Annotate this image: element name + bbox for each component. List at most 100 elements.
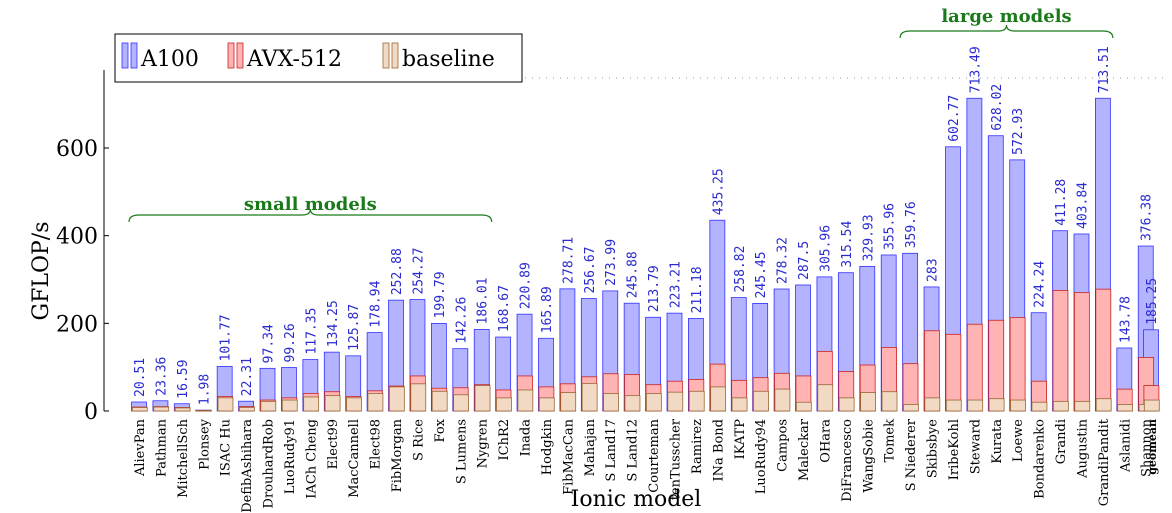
bar-baseline-ramirez xyxy=(688,390,705,412)
x-tick-label: ISAC Hu xyxy=(219,419,234,476)
x-tick-label: Pathman xyxy=(154,418,169,477)
bar-baseline-fox xyxy=(431,390,448,412)
value-label: 355.96 xyxy=(883,203,898,250)
x-tick-label: IACh Cheng xyxy=(304,419,319,499)
value-label: 134.25 xyxy=(326,300,341,347)
x-tick-label: Skibsbye xyxy=(926,419,941,479)
x-tick-label: Loewe xyxy=(1011,419,1026,462)
x-tick-label: Kurata xyxy=(990,419,1005,464)
bar-baseline-steward xyxy=(967,399,984,412)
x-tick-label: Elect98 xyxy=(369,419,384,469)
x-tick-label: DefibAshihara xyxy=(240,419,255,513)
bar-baseline-kurata xyxy=(988,398,1005,412)
bar-baseline-grandipandit xyxy=(1095,398,1112,412)
value-label: 258.82 xyxy=(733,246,748,293)
x-tick-label: FibMacCan xyxy=(561,418,576,495)
value-label: 213.79 xyxy=(647,265,662,312)
value-label: 713.49 xyxy=(968,46,983,93)
bar-baseline-aslanidi xyxy=(1117,404,1134,412)
x-tick-label: LuoRudy94 xyxy=(754,419,769,494)
value-label: 142.26 xyxy=(454,297,469,344)
bars-layer xyxy=(131,97,1160,412)
x-tick-label: geomean xyxy=(1146,419,1159,475)
value-label: 117.35 xyxy=(304,308,319,355)
x-tick-label: S Niederer xyxy=(904,418,919,491)
bar-baseline-fibmorgan xyxy=(388,386,405,412)
value-label: 254.27 xyxy=(411,248,426,295)
value-label: 435.25 xyxy=(711,168,726,215)
bar-baseline-ina-bond xyxy=(710,386,727,412)
value-label: 165.89 xyxy=(540,286,555,333)
bar-baseline-difrancesco xyxy=(838,397,855,412)
bar-avx-512-iribekohl xyxy=(945,333,962,412)
bar-baseline-s-rice xyxy=(410,383,427,412)
bar-baseline-elect98 xyxy=(367,393,384,412)
bar-baseline-fibmaccan xyxy=(560,392,577,412)
x-tick-label: Mahajan xyxy=(583,418,598,476)
x-tick-label: MitchellSch xyxy=(176,418,191,498)
bar-avx-512-grandipandit xyxy=(1095,288,1112,412)
legend-swatch xyxy=(130,42,138,69)
x-tick-label: IribeKohl xyxy=(947,419,962,480)
x-tick-label: Fox xyxy=(433,418,448,442)
x-tick-label: S Land12 xyxy=(626,419,641,482)
value-label: 273.99 xyxy=(604,239,619,286)
value-label: 16.59 xyxy=(176,360,191,399)
y-axis-label: GFLOP/s xyxy=(29,222,54,321)
x-tick-label: Ramirez xyxy=(690,419,705,474)
bar-baseline-luorudy94 xyxy=(753,390,769,412)
bar-avx-512-kurata xyxy=(988,319,1005,412)
value-label: 1.98 xyxy=(197,374,212,405)
bar-baseline-mahajan xyxy=(581,382,598,412)
value-label: 168.67 xyxy=(497,285,512,332)
value-label: 23.36 xyxy=(154,357,169,396)
bar-baseline-bondarenko xyxy=(1031,401,1048,412)
value-label: 283 xyxy=(926,258,941,281)
x-tick-label: OHara xyxy=(818,419,833,463)
bar-baseline-wangsobie xyxy=(860,392,876,412)
value-label: 572.93 xyxy=(1011,108,1026,155)
value-label: 278.71 xyxy=(561,237,576,284)
bar-baseline-iribekohl xyxy=(945,399,962,412)
bar-baseline-maccannell xyxy=(346,397,362,412)
legend-swatch xyxy=(236,42,244,69)
value-label: 411.28 xyxy=(1054,179,1069,226)
legend-label: baseline xyxy=(402,47,495,72)
bar-baseline-defibashihara xyxy=(238,407,255,412)
bar-avx-512-s-niederer xyxy=(902,363,919,412)
value-label: 245.88 xyxy=(626,251,641,298)
bar-avx-512-steward xyxy=(966,323,983,412)
legend-swatch xyxy=(227,42,235,69)
value-label: 305.96 xyxy=(818,225,833,272)
x-tick-label: Nygren xyxy=(476,418,491,468)
bar-baseline-ohara xyxy=(817,384,834,412)
y-tick-label: 0 xyxy=(84,400,98,425)
x-tick-label: Campos xyxy=(776,419,791,472)
value-label: 125.87 xyxy=(347,304,362,351)
value-label: 101.77 xyxy=(219,314,234,361)
legend: A100 AVX-512 baseline xyxy=(114,33,523,83)
bar-baseline-drouhardrob xyxy=(260,400,277,412)
legend-label: A100 xyxy=(140,47,199,72)
bar-baseline-ichr2 xyxy=(496,397,512,412)
bar-baseline-loewe xyxy=(1010,399,1026,412)
x-tick-label: Hodgkin xyxy=(540,418,555,475)
x-tick-label: Tomek xyxy=(883,419,898,463)
value-label: 628.02 xyxy=(990,84,1005,131)
value-labels-layer: 20.51 23.36 16.59 1.98 101.77 22.31 97.34 99.26… xyxy=(133,46,1160,405)
value-label: 713.51 xyxy=(1097,46,1112,93)
bar-baseline-augustin xyxy=(1074,400,1091,412)
bar-baseline-iach-cheng xyxy=(303,396,320,412)
x-tick-label: Shannon xyxy=(1140,418,1155,477)
x-tick-label: Inada xyxy=(519,419,534,457)
legend-box xyxy=(114,33,523,83)
bar-baseline-ikatp xyxy=(731,397,748,412)
value-label: 315.54 xyxy=(840,221,855,268)
bar-avx-512-grandi xyxy=(1052,290,1069,412)
x-tick-label: Elect99 xyxy=(326,419,341,469)
value-label: 359.76 xyxy=(904,201,919,248)
x-tick-label: GrandiPandit xyxy=(1097,418,1112,506)
bar-baseline-plonsey xyxy=(196,410,212,412)
x-tick-label: S Lumens xyxy=(454,419,469,484)
